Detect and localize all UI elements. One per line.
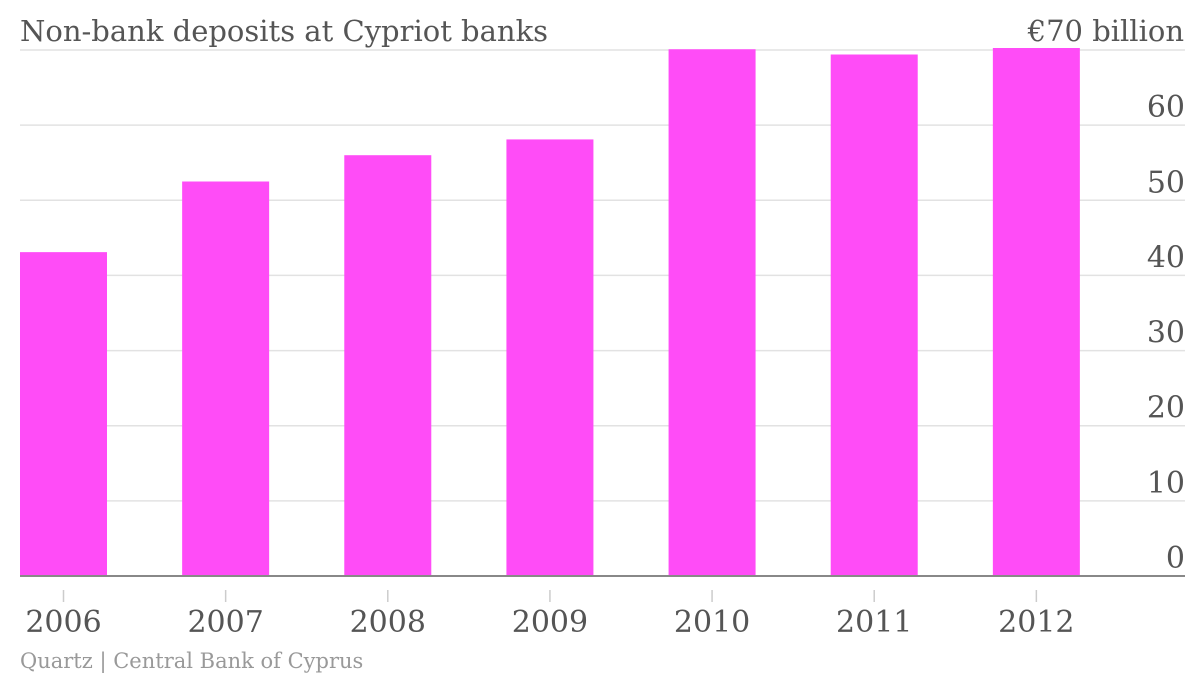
bar-2009 [506,139,594,577]
y-tick-label: 50 [1147,165,1185,200]
x-tick-label: 2009 [512,605,588,640]
bars [20,48,1080,577]
y-axis-unit-label: €70 billion [1027,14,1184,48]
x-tick-label: 2012 [998,605,1074,640]
x-tick-label: 2008 [350,605,426,640]
y-tick-label: 0 [1166,541,1185,576]
y-tick-label: 20 [1147,391,1185,426]
x-tick-label: 2007 [187,605,263,640]
bar-2006 [20,252,107,577]
x-axis-ticks: 2006 2007 2008 2009 2010 2011 2012 [25,590,1075,640]
bar-2011 [830,54,918,577]
source-credit: Quartz | Central Bank of Cyprus [20,649,363,674]
bar-2012 [992,48,1080,576]
chart-title: Non-bank deposits at Cypriot banks [20,14,548,48]
bar-2007 [182,181,270,576]
x-tick-label: 2006 [25,605,101,640]
y-axis-ticks: 0 10 20 30 40 50 60 [1147,90,1185,576]
x-tick-label: 2011 [836,605,912,640]
y-tick-label: 10 [1147,466,1185,501]
bar-2008 [344,155,432,576]
bar-2010 [668,49,756,576]
x-tick-label: 2010 [674,605,750,640]
y-tick-label: 60 [1147,90,1185,125]
y-tick-label: 40 [1147,240,1185,275]
y-tick-label: 30 [1147,316,1185,351]
